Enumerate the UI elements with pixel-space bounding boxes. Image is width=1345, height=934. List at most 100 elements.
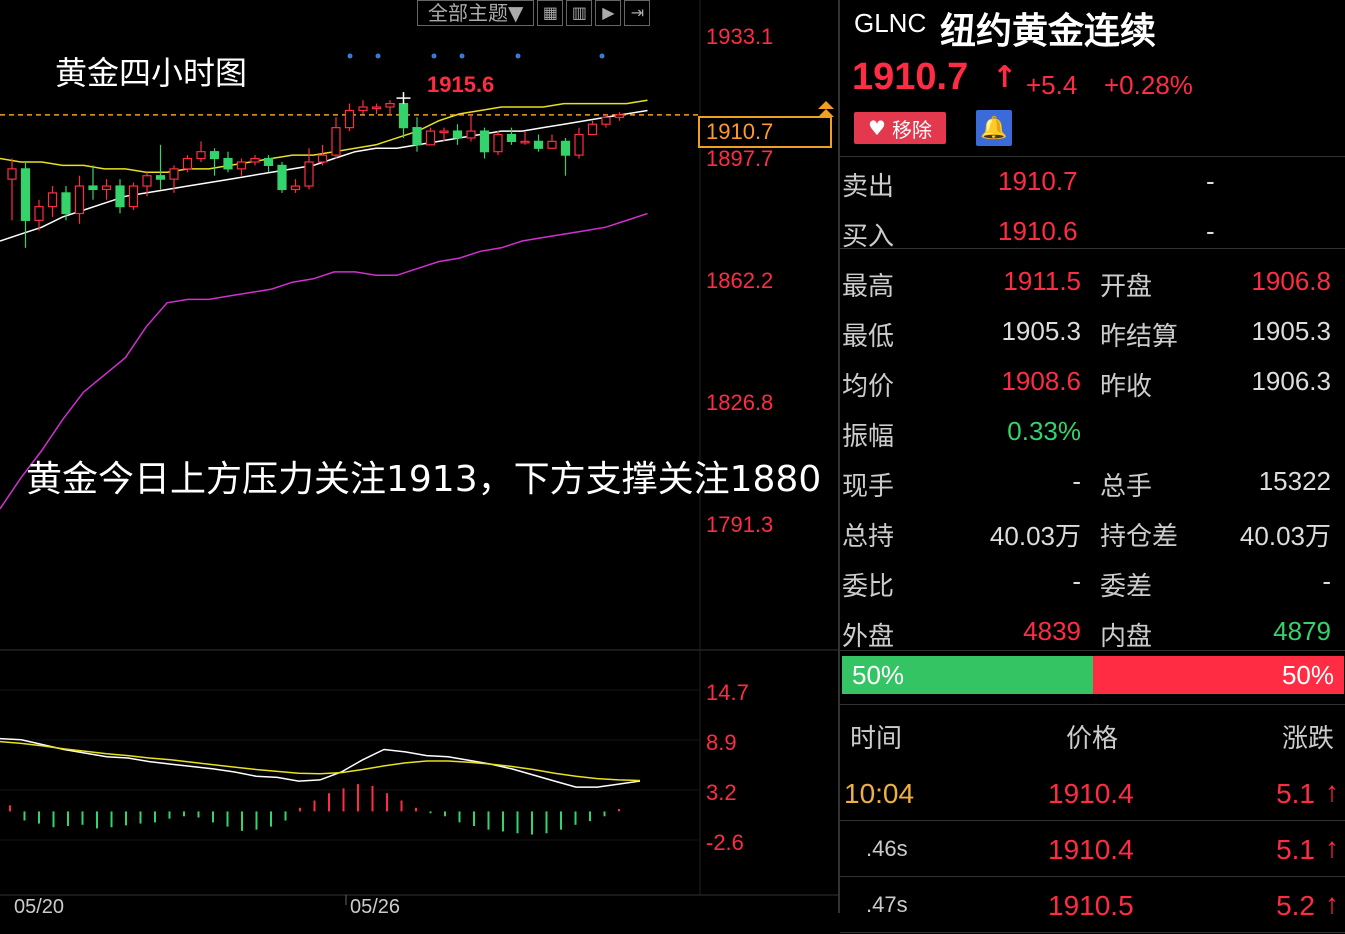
candle-body bbox=[371, 106, 382, 110]
candle-body bbox=[533, 140, 544, 149]
tick-price: 1910.4 bbox=[1048, 778, 1134, 809]
stat-value: 1911.5 bbox=[1003, 266, 1081, 296]
candle-body bbox=[155, 175, 166, 180]
macd-axis-tick: -2.6 bbox=[706, 830, 744, 855]
stat-value: 1908.6 bbox=[1001, 366, 1081, 396]
candle-body bbox=[493, 133, 503, 153]
stat-label: 开盘 bbox=[1100, 272, 1153, 302]
candle-body bbox=[385, 102, 395, 108]
up-arrow-icon: ↑ bbox=[1325, 832, 1339, 863]
macd-axis-tick: 3.2 bbox=[706, 780, 737, 805]
grid-icon[interactable]: ▦ bbox=[537, 0, 564, 26]
price-change: +5.4 bbox=[1026, 70, 1078, 100]
stat-value: 1906.3 bbox=[1251, 366, 1331, 396]
buy-volume: - bbox=[1206, 216, 1215, 246]
candle-body bbox=[142, 175, 152, 187]
candle-body bbox=[236, 161, 247, 170]
buy-row: 买入 1910.6 - bbox=[840, 204, 1345, 254]
candle-body bbox=[250, 157, 260, 163]
stat-row: 外盘 4839 内盘 4879 bbox=[840, 604, 1345, 654]
tick-change: 5.1 bbox=[1276, 778, 1315, 809]
stat-value: 4879 bbox=[1273, 616, 1331, 646]
bar-chart-icon[interactable]: ▥ bbox=[566, 0, 593, 26]
stat-value: 4839 bbox=[1023, 616, 1081, 646]
current-price-marker: 1910.7 bbox=[698, 116, 832, 148]
stat-label: 最低 bbox=[842, 322, 895, 352]
sell-row: 卖出 1910.7 - bbox=[840, 154, 1345, 204]
buy-price: 1910.6 bbox=[998, 216, 1078, 246]
candle-body bbox=[115, 185, 125, 208]
candle-body bbox=[74, 185, 85, 215]
col-header-change: 涨跌 bbox=[1282, 724, 1335, 754]
stat-row: 现手 - 总手 15322 bbox=[840, 454, 1345, 504]
candle-body bbox=[88, 185, 98, 191]
tick-time: 10:04 bbox=[844, 778, 915, 809]
tick-row: .46s 1910.4 5.1 ↑ bbox=[840, 822, 1345, 878]
macd-dea-line bbox=[0, 740, 641, 782]
stat-row: 最高 1911.5 开盘 1906.8 bbox=[840, 254, 1345, 304]
candle-body bbox=[358, 106, 368, 112]
up-arrow-icon: ↑ bbox=[992, 60, 1018, 95]
stat-value: 40.03万 bbox=[1239, 521, 1331, 551]
candle-body bbox=[547, 140, 557, 149]
stat-value: 15322 bbox=[1258, 466, 1331, 496]
remove-watchlist-button[interactable]: ♥ 移除 bbox=[854, 112, 946, 144]
sell-price: 1910.7 bbox=[998, 166, 1078, 196]
stat-label: 总持 bbox=[842, 522, 895, 552]
ratio-left-label: 50% bbox=[852, 660, 905, 690]
signal-dot bbox=[375, 53, 381, 59]
quote-panel: GLNC 纽约黄金连续 1910.7 ↑ +5.4 +0.28% ♥ 移除 🔔 … bbox=[838, 0, 1345, 933]
macd-axis-tick: 14.7 bbox=[706, 680, 749, 705]
candle-body bbox=[34, 206, 44, 221]
alert-bell-button[interactable]: 🔔 bbox=[976, 110, 1012, 146]
buy-sell-ratio-bar: 50% 50% bbox=[842, 656, 1344, 694]
export-icon[interactable]: ⇥ bbox=[624, 0, 651, 26]
tick-row: 10:04 1910.4 5.1 ↑ bbox=[840, 766, 1345, 822]
symbol-code: GLNC bbox=[854, 8, 927, 38]
candle-body bbox=[344, 109, 355, 129]
ratio-right-label: 50% bbox=[1281, 660, 1334, 690]
stat-label: 均价 bbox=[842, 372, 895, 402]
price-axis-tick: 1897.7 bbox=[706, 146, 774, 171]
kline-chart[interactable] bbox=[0, 0, 838, 913]
play-icon[interactable]: ▶ bbox=[595, 0, 622, 26]
candle-body bbox=[331, 127, 341, 156]
theme-dropdown[interactable]: 全部主题▼ bbox=[417, 0, 535, 26]
stat-label: 外盘 bbox=[842, 622, 895, 652]
candle-body bbox=[425, 130, 436, 146]
candle-body bbox=[452, 130, 463, 139]
candle-body bbox=[439, 130, 449, 134]
candle-body bbox=[398, 102, 409, 129]
sell-label: 卖出 bbox=[842, 172, 895, 202]
inner-ratio-fill bbox=[1093, 656, 1344, 694]
sell-volume: - bbox=[1206, 166, 1215, 196]
candle-body bbox=[47, 192, 58, 208]
stat-value: 40.03万 bbox=[989, 521, 1081, 551]
macd-axis-tick: 8.9 bbox=[706, 730, 737, 755]
tick-time: .47s bbox=[866, 892, 908, 917]
candle-body bbox=[466, 130, 476, 139]
candle-body bbox=[560, 140, 571, 156]
price-axis-tick: 1791.3 bbox=[706, 512, 774, 537]
stat-label: 持仓差 bbox=[1100, 522, 1179, 552]
candle-body bbox=[182, 157, 193, 170]
chart-overlay-title: 黄金四小时图 bbox=[55, 54, 248, 92]
stat-label: 内盘 bbox=[1100, 622, 1153, 652]
col-header-price: 价格 bbox=[1066, 724, 1119, 754]
candle-body bbox=[479, 130, 490, 153]
stat-row: 委比 - 委差 - bbox=[840, 554, 1345, 604]
stat-label: 委比 bbox=[842, 572, 895, 602]
ma-upper-line bbox=[0, 99, 648, 174]
stat-label: 振幅 bbox=[842, 422, 895, 452]
candle-body bbox=[614, 114, 625, 118]
price-axis-tick: 1862.2 bbox=[706, 268, 774, 293]
stat-label: 昨收 bbox=[1100, 372, 1153, 402]
col-header-time: 时间 bbox=[850, 724, 903, 754]
stat-value: 0.33% bbox=[1007, 416, 1081, 446]
symbol-name: 纽约黄金连续 bbox=[940, 10, 1157, 52]
candle-body bbox=[196, 151, 206, 160]
candle-body bbox=[223, 157, 233, 170]
stat-value: 1905.3 bbox=[1251, 316, 1331, 346]
up-arrow-icon: ↑ bbox=[1325, 776, 1339, 807]
candle-body bbox=[304, 161, 314, 187]
